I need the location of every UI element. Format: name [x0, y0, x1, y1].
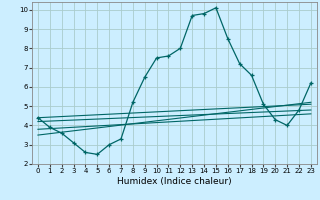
X-axis label: Humidex (Indice chaleur): Humidex (Indice chaleur) [117, 177, 232, 186]
